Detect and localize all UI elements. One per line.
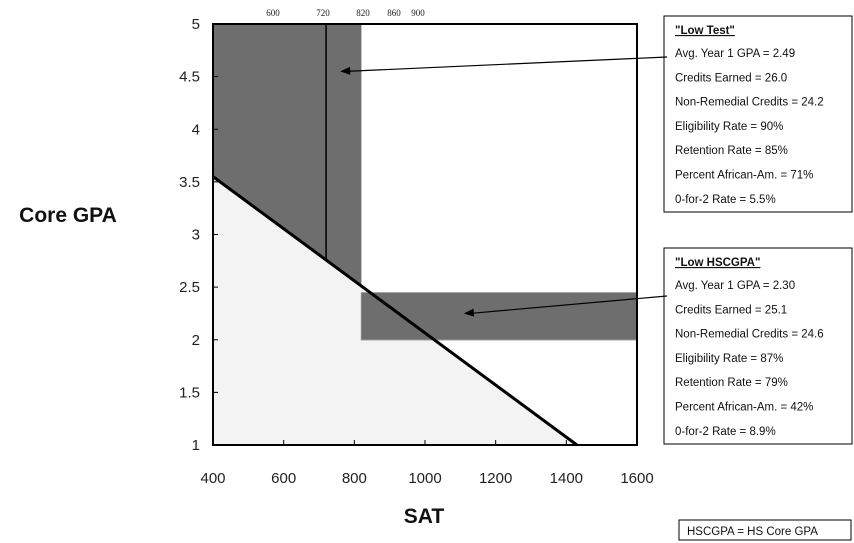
arrow-head [340,66,351,75]
annotation-low-hscgpa: "Low HSCGPA" Avg. Year 1 GPA = 2.30 Credit… [463,247,853,445]
x-tick-label: 1000 [408,470,441,487]
arrow-head [463,308,475,317]
footnote-box [678,519,852,541]
y-tick-label: 5 [192,16,200,33]
y-tick-label: 1.5 [179,384,200,401]
top-axis-ticks: 600 720 820 860 900 [266,8,425,18]
annotation-box [663,247,853,445]
x-tick-label: 600 [271,470,296,487]
annotation-line: Percent African-Am. = 42% [675,402,813,414]
y-tick-label: 3.5 [179,174,200,191]
y-tick-label: 2 [192,332,200,349]
annotation-line: 0-for-2 Rate = 8.9% [675,426,776,438]
annotation-line: Avg. Year 1 GPA = 2.30 [675,280,795,292]
eligibility-line [212,175,578,447]
low-test-region [213,24,362,287]
annotation-line: Credits Earned = 25.1 [675,304,787,316]
annotation-arrow [346,56,668,72]
top-tick-label: 720 [316,8,330,18]
annotation-line: Retention Rate = 85% [675,145,788,157]
annotation-title: "Low Test" [675,25,735,37]
y-tick-label: 2.5 [179,279,200,296]
annotation-line: Eligibility Rate = 90% [675,121,783,133]
x-tick-label: 1600 [620,470,653,487]
y-axis-title: Core GPA [19,204,117,227]
top-tick-label: 820 [356,8,370,18]
y-tick-label: 4 [192,121,200,138]
top-tick-label: 600 [266,8,280,18]
annotation-line: Non-Remedial Credits = 24.2 [675,97,824,109]
x-axis-ticks: 400 600 800 1000 1200 1400 1600 [200,440,654,487]
annotation-title: "Low HSCGPA" [675,257,760,269]
annotation-arrow [469,295,668,315]
y-axis-ticks: 1 1.5 2 2.5 3 3.5 4 4.5 5 [179,16,218,454]
x-axis-title: SAT [404,505,445,528]
annotation-line: Eligibility Rate = 87% [675,353,783,365]
y-tick-label: 4.5 [179,69,200,86]
top-tick-label: 900 [411,8,425,18]
annotation-line: 0-for-2 Rate = 5.5% [675,194,776,206]
annotation-low-test: "Low Test" Avg. Year 1 GPA = 2.49 Credits … [340,15,853,213]
annotation-line: Non-Remedial Credits = 24.6 [675,329,824,341]
annotation-line: Avg. Year 1 GPA = 2.49 [675,48,795,60]
x-tick-label: 800 [342,470,367,487]
footnote: HSCGPA = HS Core GPA [687,526,818,538]
annotation-line: Credits Earned = 26.0 [675,72,787,84]
annotations: "Low Test" Avg. Year 1 GPA = 2.49 Credits … [340,15,853,445]
y-tick-label: 3 [192,227,200,244]
annotation-line: Percent African-Am. = 71% [675,170,813,182]
sat-820-gpa-2-line [360,292,637,341]
y-tick-label: 1 [192,437,200,454]
annotation-line: Retention Rate = 79% [675,377,788,389]
x-tick-label: 1200 [479,470,512,487]
low-hscgpa-region [361,292,637,340]
x-tick-label: 1400 [550,470,583,487]
x-tick-label: 400 [200,470,225,487]
annotation-box [663,15,853,213]
top-tick-label: 860 [387,8,401,18]
